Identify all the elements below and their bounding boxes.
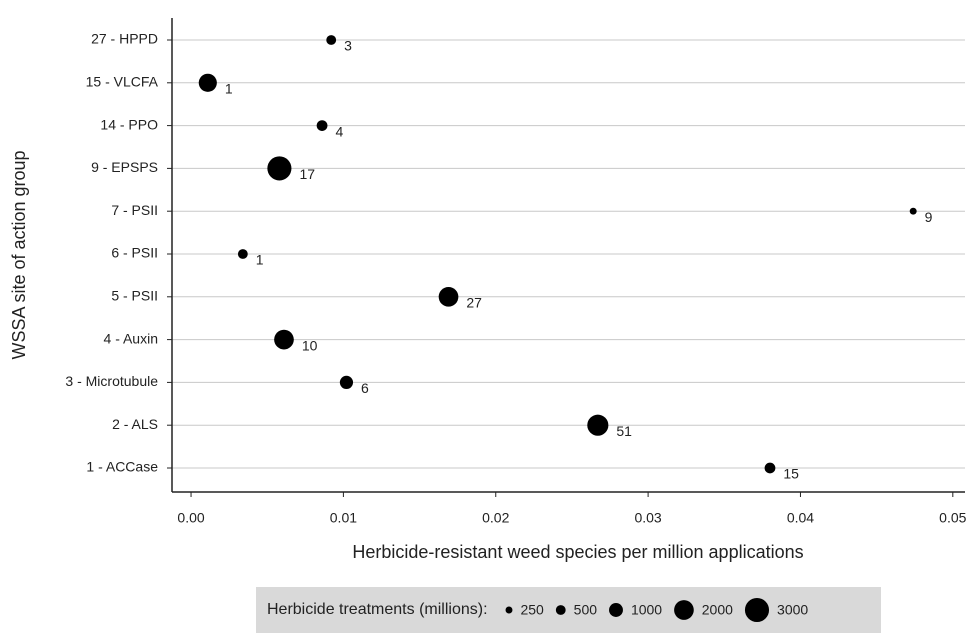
x-tick-label: 0.03 [634,510,661,526]
bubble [326,35,337,45]
data-label: 15 [783,466,799,482]
bubble [587,414,609,436]
data-label: 10 [302,337,318,353]
legend-bubble [674,600,694,620]
bubble [909,207,917,215]
data-label: 6 [361,380,369,396]
y-tick-label: 1 - ACCase [86,459,158,475]
bubble [267,156,292,181]
x-tick-label: 0.01 [330,510,357,526]
legend-bubble [744,597,770,623]
y-tick-label: 2 - ALS [112,416,158,432]
data-label: 1 [225,81,233,97]
legend-label: 2000 [702,602,733,618]
data-label: 17 [299,166,315,182]
legend-bubble [505,606,513,614]
legend-label: 3000 [777,602,808,618]
y-tick-label: 14 - PPO [100,116,158,132]
legend-label: 1000 [631,602,662,618]
legend-bubble [609,603,623,617]
legend-box [256,587,881,633]
data-label: 9 [925,209,933,225]
legend-title: Herbicide treatments (millions): [267,601,488,618]
bubble [198,73,217,92]
y-tick-label: 27 - HPPD [91,31,158,47]
data-label: 4 [335,123,343,139]
legend-label: 250 [520,602,544,618]
data-label: 51 [616,423,632,439]
y-tick-label: 9 - EPSPS [91,159,158,175]
data-label: 27 [466,295,482,311]
x-tick-label: 0.02 [482,510,509,526]
bubble [764,462,776,474]
y-tick-label: 15 - VLCFA [86,74,159,90]
y-tick-label: 6 - PSII [111,245,158,261]
y-tick-label: 7 - PSII [111,202,158,218]
x-axis-label: Herbicide-resistant weed species per mil… [352,542,803,562]
legend-label: 500 [574,602,598,618]
bubble [316,120,328,131]
y-tick-label: 5 - PSII [111,288,158,304]
x-tick-label: 0.05 [939,510,966,526]
bubble [438,286,459,307]
data-label: 1 [256,252,264,268]
y-tick-label: 3 - Microtubule [65,373,158,389]
y-tick-label: 4 - Auxin [104,330,158,346]
bubble [237,249,248,259]
data-label: 3 [344,38,352,54]
legend-bubble [555,605,566,615]
x-tick-label: 0.04 [787,510,814,526]
bubble [339,375,354,389]
y-axis-label: WSSA site of action group [9,150,29,359]
bubble [274,329,294,350]
x-tick-label: 0.00 [177,510,204,526]
